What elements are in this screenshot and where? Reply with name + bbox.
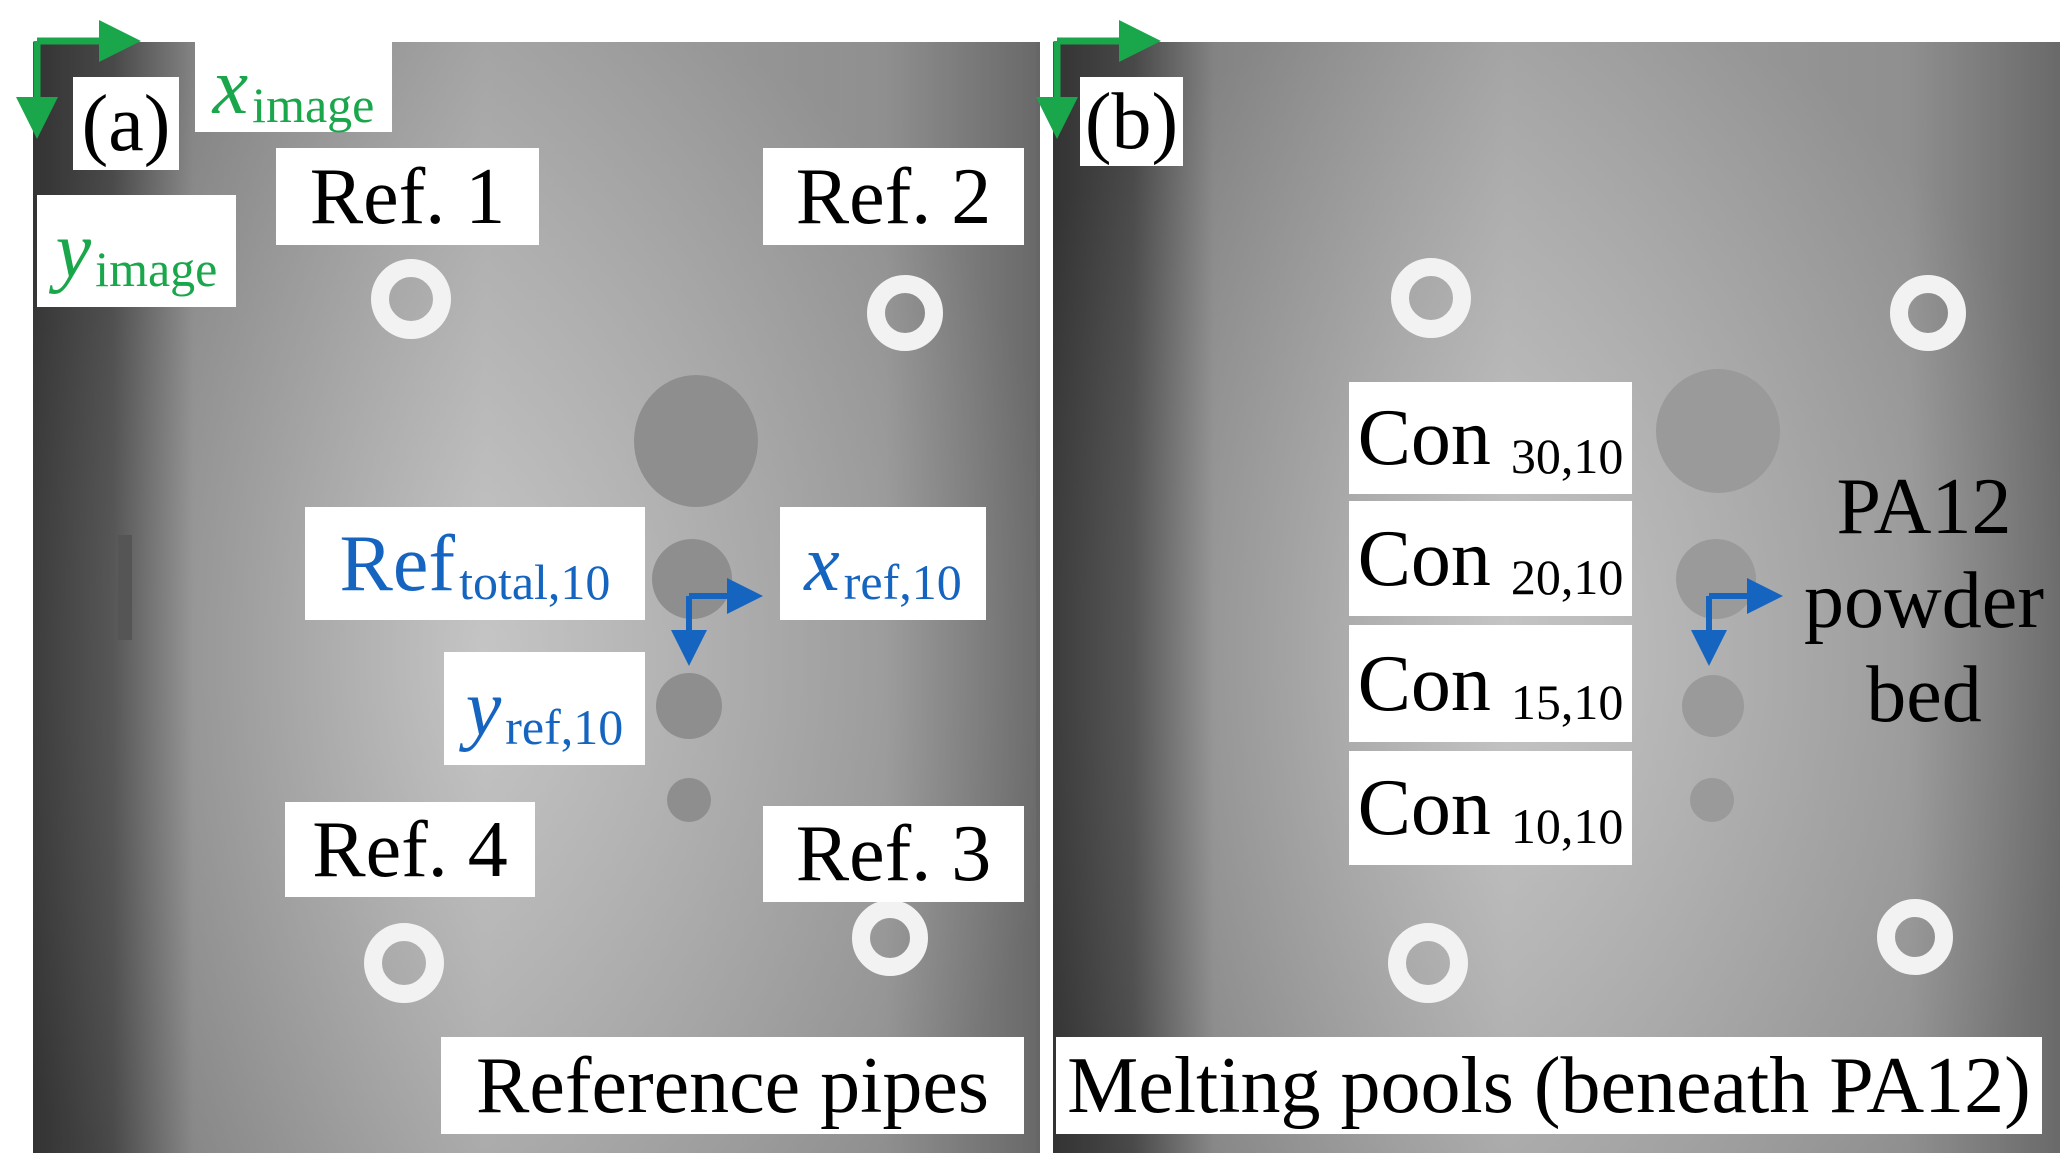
con-sub: 10,10 [1510, 798, 1624, 854]
y-image-label: y image [37, 195, 236, 307]
con-sub: 30,10 [1510, 428, 1624, 484]
ref-total-label: Ref total,10 [305, 507, 645, 620]
ref-pipe-ring [364, 923, 444, 1003]
panel-a-caption: Reference pipes [441, 1037, 1024, 1134]
y-ref-label: y ref,10 [444, 652, 645, 765]
panel-b-tag: (b) [1080, 77, 1183, 166]
y-ref-var: y [465, 664, 502, 753]
sample-spot [634, 375, 758, 507]
ref-pipe-ring [1890, 275, 1966, 351]
melt-pool [1690, 778, 1734, 822]
panel-a-tag: (a) [73, 77, 179, 170]
ref-pipe-ring [1388, 923, 1468, 1003]
image-axes-arrows [16, 20, 1161, 139]
con-15-label: Con 15,10 [1349, 625, 1632, 742]
melt-pool [1682, 675, 1744, 737]
x-ref-label: x ref,10 [780, 507, 986, 620]
ref-2-label: Ref. 2 [763, 148, 1024, 245]
ref-total-main: Ref [339, 519, 456, 608]
ref-pipe-ring [852, 900, 928, 976]
panel-b-caption: Melting pools (beneath PA12) [1056, 1037, 2042, 1134]
material-line: powder [1804, 557, 2044, 645]
con-main: Con [1357, 639, 1491, 728]
con-main: Con [1357, 514, 1491, 603]
material-line: bed [1866, 651, 1982, 739]
melt-pool [1656, 369, 1780, 493]
x-sub: image [252, 77, 375, 133]
y-sub: image [95, 241, 218, 297]
con-sub: 15,10 [1510, 673, 1624, 730]
y-var: y [55, 207, 92, 295]
x-ref-var: x [804, 519, 840, 608]
melt-pool [1676, 539, 1756, 619]
ref-1-label: Ref. 1 [276, 148, 539, 245]
sample-spot [656, 673, 722, 739]
ref-axes-arrows [671, 578, 1783, 666]
con-main: Con [1357, 764, 1491, 852]
con-30-label: Con 30,10 [1349, 382, 1632, 494]
x-var: x [212, 43, 249, 131]
sample-spot [667, 778, 711, 822]
y-ref-sub: ref,10 [505, 698, 624, 755]
con-sub: 20,10 [1510, 548, 1624, 605]
x-image-label: x image [195, 42, 392, 132]
ref-total-sub: total,10 [459, 553, 611, 610]
ref-pipe-ring [371, 259, 451, 339]
con-10-label: Con 10,10 [1349, 751, 1632, 865]
ref-3-label: Ref. 3 [763, 806, 1024, 902]
ref-pipe-ring [1877, 899, 1953, 975]
con-main: Con [1357, 394, 1491, 482]
ref-pipe-ring [1391, 258, 1471, 338]
ref-pipe-ring [867, 275, 943, 351]
material-label: PA12 powder bed [1784, 460, 2064, 742]
ref-4-label: Ref. 4 [285, 802, 535, 897]
material-line: PA12 [1836, 463, 2012, 551]
con-20-label: Con 20,10 [1349, 501, 1632, 616]
x-ref-sub: ref,10 [843, 553, 962, 610]
